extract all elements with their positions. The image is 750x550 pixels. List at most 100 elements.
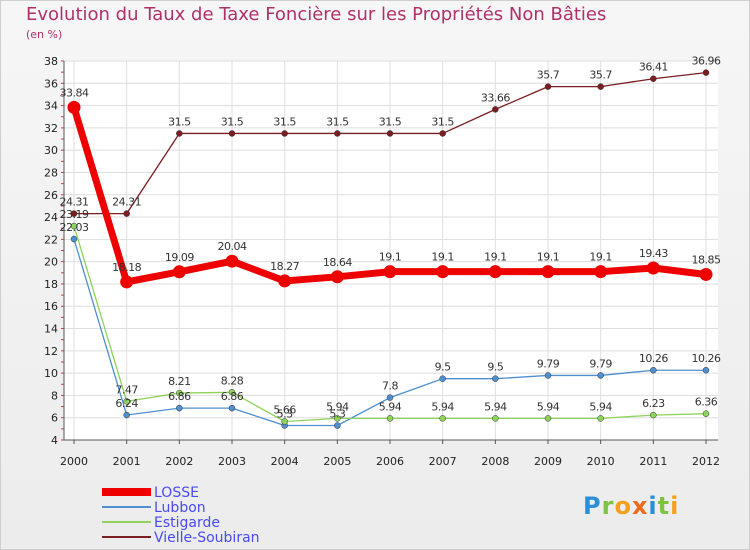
data-label-vielle-soubiran: 31.5 — [379, 115, 402, 128]
legend-label-lubbon: Lubbon — [154, 500, 206, 516]
logo-letter: i — [670, 492, 680, 520]
logo-letter: r — [601, 492, 615, 520]
data-point-lubbon — [386, 394, 394, 401]
data-label-estigarde: 5.94 — [537, 400, 560, 413]
data-point-vielle-soubiran — [334, 130, 341, 137]
data-label-lubbon: 6.86 — [221, 390, 244, 403]
x-tick-label: 2003 — [218, 455, 246, 468]
data-point-estigarde — [281, 418, 288, 425]
data-label-estigarde: 6.36 — [695, 396, 718, 409]
data-point-lubbon — [702, 366, 710, 374]
data-label-losse: 19.1 — [431, 251, 454, 264]
logo-letter: t — [657, 492, 671, 520]
data-point-lubbon — [439, 375, 446, 382]
data-label-lubbon: 6.86 — [168, 390, 191, 403]
y-tick-label: 22 — [44, 233, 58, 246]
legend-label-losse: LOSSE — [154, 485, 199, 501]
data-label-lubbon: 9.79 — [537, 357, 560, 370]
data-point-estigarde — [386, 415, 394, 422]
data-point-losse — [172, 265, 186, 279]
data-point-losse — [699, 267, 713, 281]
data-label-lubbon: 5.3 — [277, 408, 293, 421]
y-tick-label: 26 — [44, 189, 58, 202]
logo-letter: i — [648, 492, 658, 520]
x-tick-label: 2005 — [323, 455, 351, 468]
y-tick-label: 36 — [44, 77, 58, 90]
x-tick-label: 2004 — [271, 455, 299, 468]
data-point-vielle-soubiran — [228, 130, 236, 137]
data-label-vielle-soubiran: 31.5 — [326, 115, 349, 128]
data-point-losse — [541, 265, 555, 279]
data-label-losse: 18.85 — [692, 253, 721, 266]
x-tick-label: 2010 — [587, 455, 615, 468]
data-label-vielle-soubiran: 36.96 — [692, 55, 721, 68]
y-tick-label: 4 — [51, 434, 58, 447]
data-label-lubbon: 9.5 — [435, 361, 451, 374]
data-label-vielle-soubiran: 36.41 — [639, 61, 668, 74]
data-label-losse: 33.84 — [60, 86, 89, 99]
y-tick-label: 8 — [51, 389, 58, 402]
data-point-lubbon — [123, 411, 130, 419]
data-label-lubbon: 22.03 — [60, 221, 89, 234]
y-tick-label: 30 — [44, 144, 58, 157]
data-labels: 24.31 24.31 31.5 31.5 31.5 31.5 31.5 31.5 33.66 3… — [60, 55, 722, 421]
data-label-losse: 18.18 — [112, 261, 141, 274]
data-label-vielle-soubiran: 33.66 — [481, 91, 510, 104]
data-point-vielle-soubiran — [492, 106, 499, 113]
data-label-losse: 19.1 — [484, 251, 507, 264]
x-tick-label: 2011 — [639, 455, 667, 468]
data-point-lubbon — [228, 404, 236, 412]
data-point-losse — [383, 265, 397, 279]
data-label-estigarde: 7.47 — [115, 383, 138, 396]
data-point-lubbon — [544, 372, 552, 379]
data-label-estigarde: 23.19 — [60, 208, 89, 221]
logo-letter: x — [631, 492, 649, 520]
data-point-losse — [225, 254, 239, 268]
data-point-estigarde — [123, 398, 130, 405]
data-point-losse — [646, 261, 660, 275]
y-tick-label: 38 — [44, 55, 58, 68]
proxiti-logo: Proxiti — [583, 492, 679, 520]
data-point-estigarde — [702, 410, 710, 417]
data-label-lubbon: 9.79 — [589, 357, 612, 370]
data-label-lubbon: 5.3 — [329, 408, 345, 421]
logo-letter: P — [583, 492, 602, 520]
y-tick-label: 32 — [44, 122, 58, 135]
data-label-estigarde: 5.94 — [431, 400, 454, 413]
logo-letter: o — [614, 492, 632, 520]
data-label-estigarde: 8.21 — [168, 375, 191, 388]
y-tick-label: 6 — [51, 412, 58, 425]
data-point-lubbon — [70, 235, 78, 243]
y-tick-label: 14 — [44, 323, 58, 336]
x-tick-label: 2009 — [534, 455, 562, 468]
y-tick-label: 10 — [44, 367, 58, 380]
data-label-estigarde: 5.94 — [326, 400, 349, 413]
data-label-losse: 19.1 — [589, 251, 612, 264]
x-tick-label: 2008 — [481, 455, 509, 468]
y-tick-label: 34 — [44, 100, 58, 113]
data-point-losse — [436, 265, 450, 279]
data-label-losse: 19.1 — [537, 251, 560, 264]
legend-label-estigarde: Estigarde — [154, 515, 220, 531]
data-label-lubbon: 9.5 — [487, 361, 503, 374]
data-point-lubbon — [650, 366, 657, 374]
data-point-lubbon — [492, 375, 499, 382]
x-tick-label: 2002 — [165, 455, 193, 468]
x-tick-label: 2000 — [60, 455, 88, 468]
data-label-lubbon: 6.24 — [115, 397, 138, 410]
data-point-losse — [120, 275, 134, 289]
data-label-estigarde: 8.28 — [221, 374, 244, 387]
data-point-losse — [278, 274, 292, 288]
data-label-vielle-soubiran: 24.31 — [112, 196, 141, 209]
data-point-vielle-soubiran — [650, 75, 657, 82]
data-point-vielle-soubiran — [386, 130, 394, 137]
data-label-vielle-soubiran: 31.5 — [431, 115, 454, 128]
x-tick-label: 2007 — [429, 455, 457, 468]
x-tick-label: 2001 — [113, 455, 141, 468]
data-point-vielle-soubiran — [544, 83, 552, 90]
data-point-estigarde — [650, 411, 657, 419]
data-point-estigarde — [492, 415, 499, 422]
data-point-losse — [330, 270, 344, 284]
tick-labels: 4 6 8 10 12 14 16 18 20 22 24 26 28 30 32 34 36 38 2000 200… — [44, 55, 720, 468]
data-point-estigarde — [439, 415, 446, 422]
